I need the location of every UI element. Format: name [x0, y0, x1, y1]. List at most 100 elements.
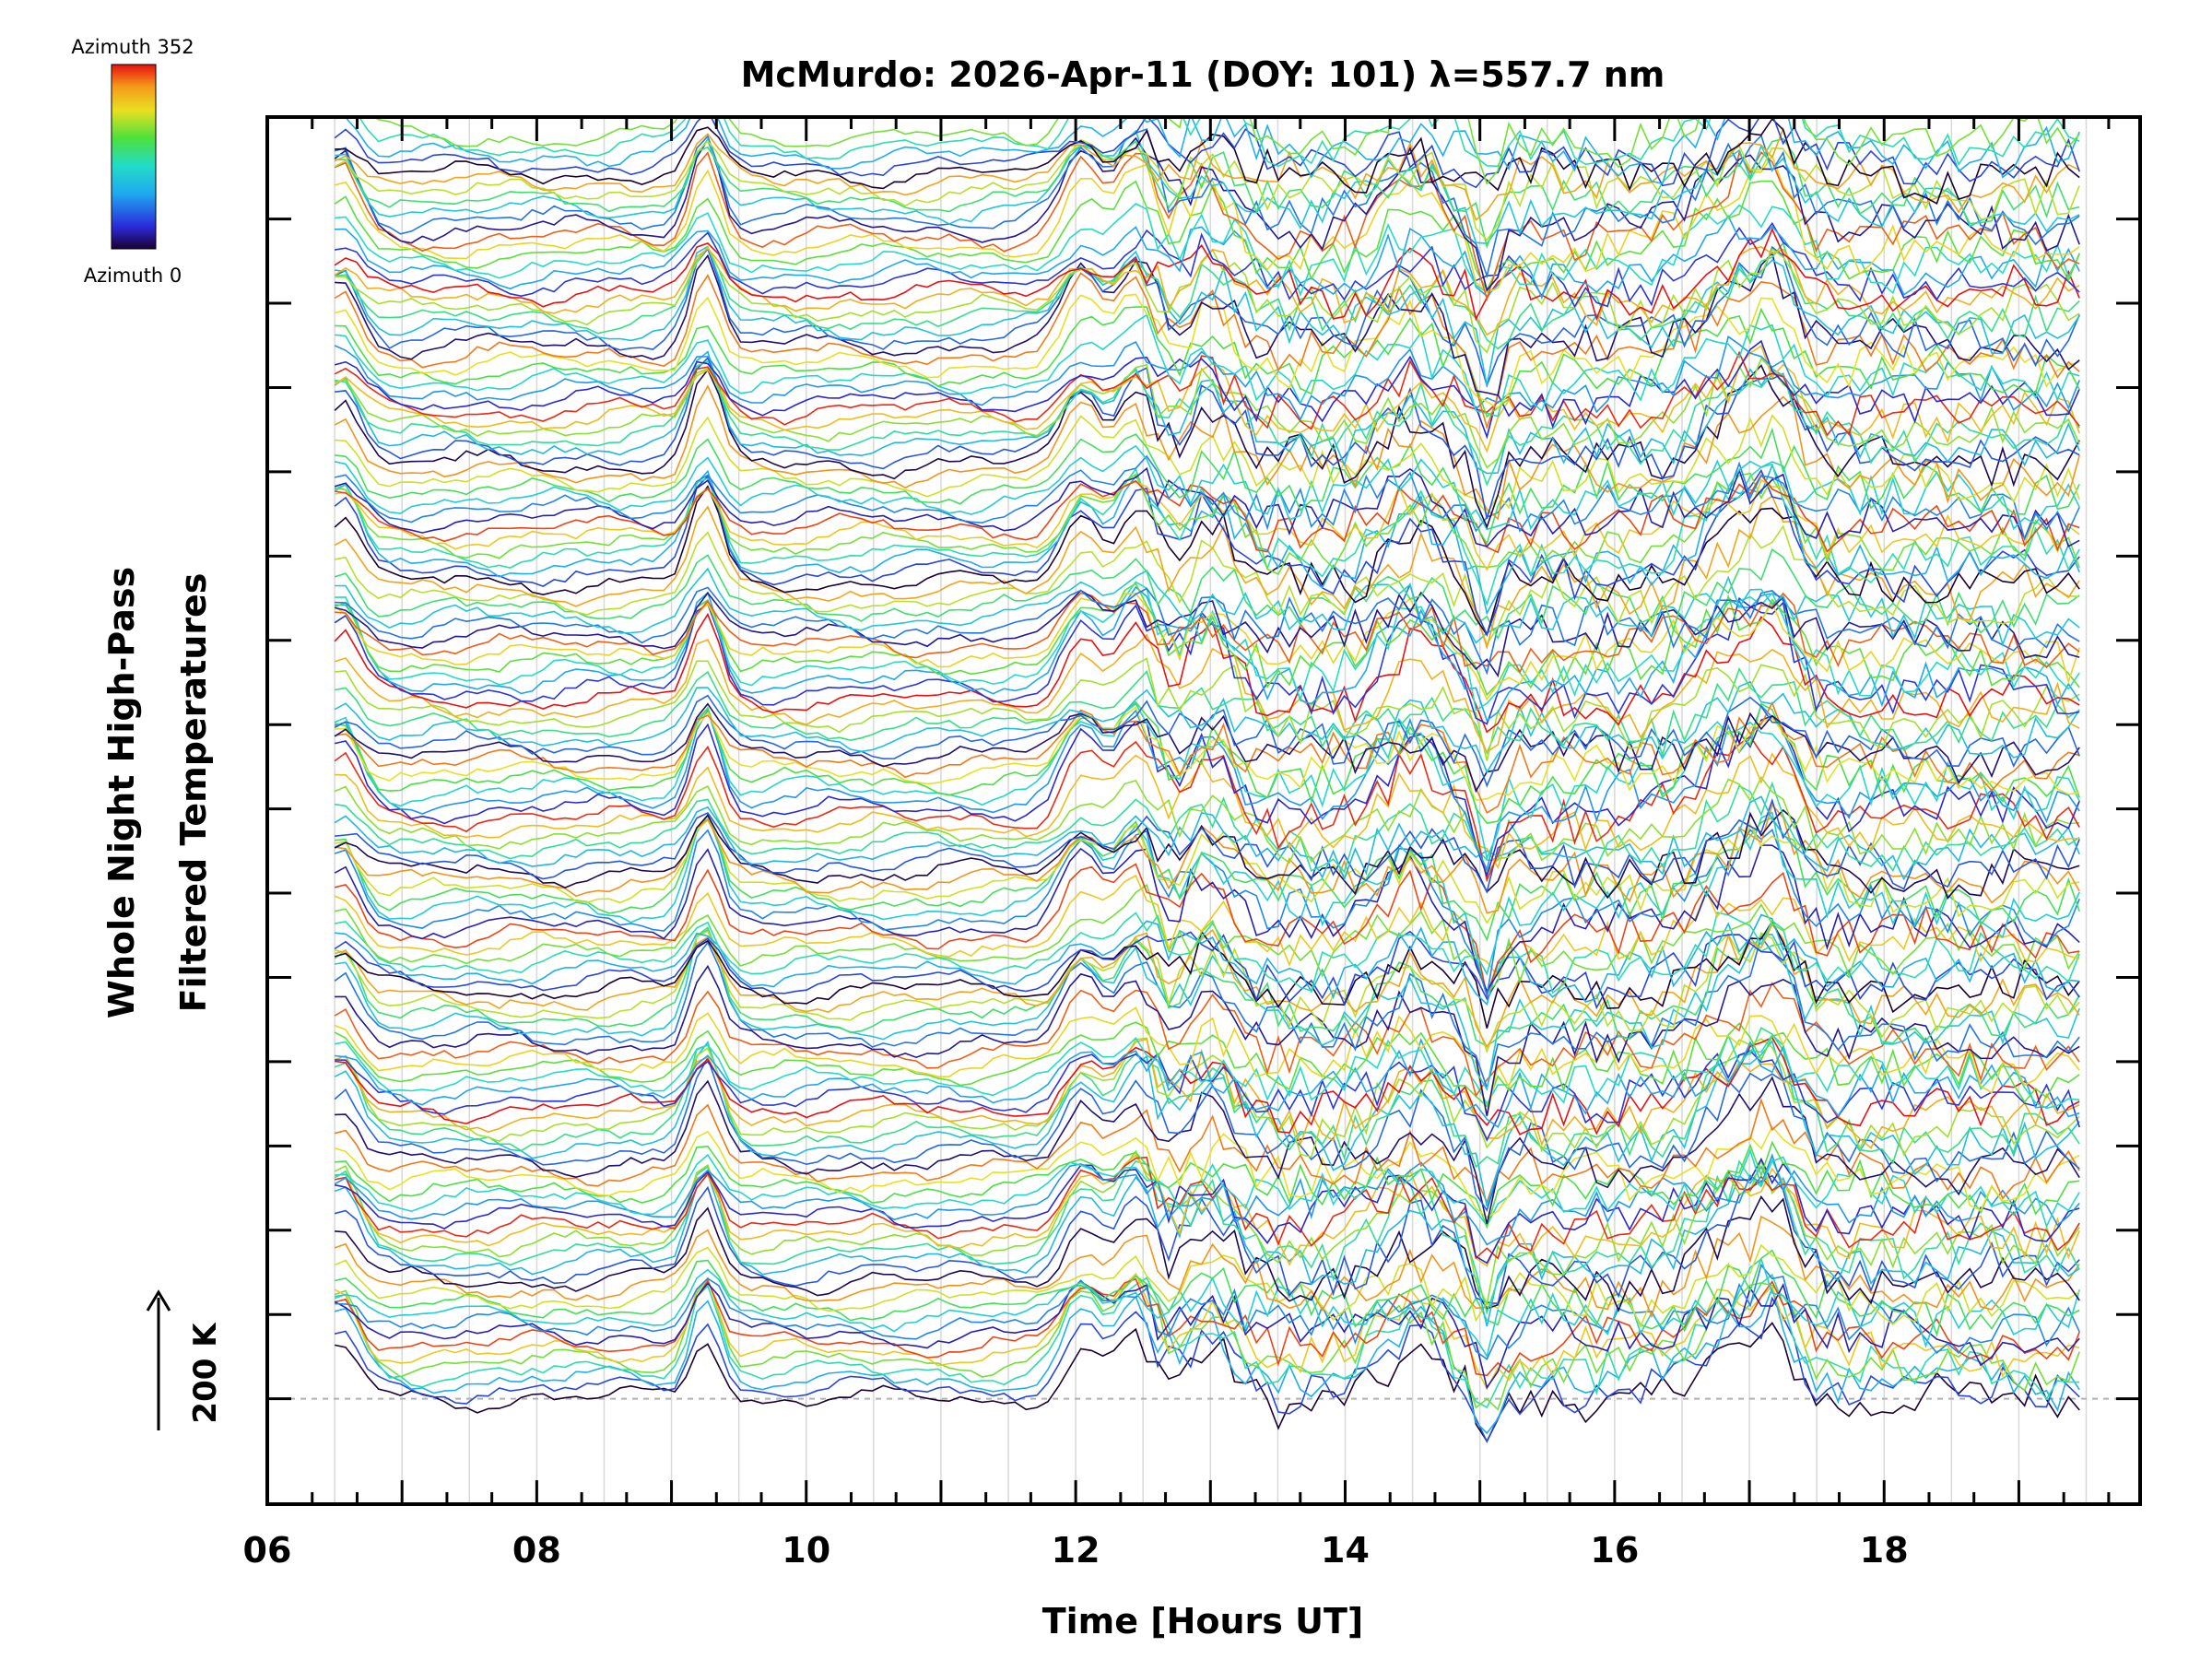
series-line: [335, 306, 2080, 418]
series-line: [334, 633, 2080, 754]
series-line: [335, 913, 2080, 1006]
series-line: [334, 700, 2080, 814]
series-line: [334, 694, 2080, 788]
series-line: [334, 1037, 2080, 1159]
series-line: [334, 335, 2080, 421]
series-line: [335, 1154, 2080, 1267]
series-line: [335, 567, 2080, 647]
series-line: [335, 214, 2080, 300]
series-line: [334, 444, 2080, 531]
series-line: [334, 1006, 2080, 1117]
series-line: [334, 935, 2080, 1090]
series-line: [334, 1296, 2080, 1443]
series-line: [334, 468, 2080, 637]
series-line: [334, 863, 2080, 999]
series-line: [334, 593, 2080, 701]
series-line: [335, 585, 2080, 723]
x-tick-label: 08: [512, 1530, 561, 1571]
plot-frame: [265, 115, 2142, 1506]
series-line: [334, 811, 2080, 976]
series-line: [334, 1257, 2080, 1359]
series-line: [334, 1249, 2080, 1337]
colorbar-bottom-label: Azimuth 0: [84, 265, 182, 287]
series-line: [334, 1157, 2080, 1265]
series-line: [334, 154, 2080, 294]
series-line: [334, 150, 2080, 302]
series-line: [334, 1153, 2080, 1246]
series-line: [334, 136, 2080, 292]
series-line: [335, 241, 2080, 350]
series-line: [334, 1098, 2080, 1205]
series-line: [334, 227, 2080, 322]
series-line: [334, 1286, 2080, 1435]
series-line: [334, 883, 2080, 994]
colorbar: Azimuth 352 Azimuth 0: [71, 36, 194, 287]
series-line: [335, 1140, 2080, 1230]
chart-title: McMurdo: 2026-Apr-11 (DOY: 101) λ=557.7 …: [741, 54, 1665, 95]
series-line: [334, 1055, 2080, 1212]
series-line: [334, 1322, 2080, 1443]
series-line: [334, 547, 2080, 641]
series-line: [335, 752, 2080, 870]
series-line: [334, 494, 2080, 651]
series-line: [334, 427, 2080, 546]
series-line: [334, 781, 2080, 874]
x-tick-label: 06: [243, 1530, 292, 1571]
series-line: [334, 1149, 2080, 1307]
x-tick-label: 18: [1860, 1530, 1909, 1571]
y-axis-title-line-2: Filtered Temperatures: [173, 573, 214, 1013]
series-line: [335, 706, 2080, 801]
series-line: [335, 657, 2080, 761]
series-line: [334, 117, 2080, 189]
colorbar-gradient: [111, 64, 157, 250]
series-line: [334, 1033, 2080, 1110]
series-line: [334, 1040, 2080, 1207]
series-line: [334, 364, 2080, 530]
series-line: [334, 1156, 2080, 1260]
series-line: [334, 803, 2080, 914]
series-line: [335, 203, 2080, 298]
series-line: [334, 1243, 2080, 1329]
y-ticks: [267, 218, 2140, 1401]
series-line: [334, 874, 2080, 978]
series-line: [335, 1194, 2080, 1312]
series-line: [334, 775, 2080, 876]
series-line: [335, 592, 2080, 674]
series-line: [334, 454, 2080, 542]
series-line: [334, 128, 2080, 279]
series-line: [335, 313, 2080, 418]
series-line: [334, 844, 2080, 993]
x-ticks: 06 08 10 12 14 16 18: [243, 117, 2111, 1571]
scale-indicator: 200 K: [146, 1289, 224, 1430]
series-line: [335, 797, 2080, 894]
series-line: [334, 1174, 2080, 1305]
series-line: [335, 117, 2080, 185]
x-tick-label: 16: [1590, 1530, 1639, 1571]
colorbar-top-label: Azimuth 352: [71, 36, 194, 58]
series-line: [334, 1124, 2080, 1218]
series-line: [335, 414, 2080, 516]
series-line: [334, 735, 2080, 883]
series-line: [334, 1272, 2080, 1391]
series-line: [334, 524, 2080, 647]
series-line: [335, 129, 2080, 245]
series-line: [334, 795, 2080, 881]
series-line: [334, 928, 2080, 1092]
series-group: [334, 117, 2080, 1443]
series-line: [334, 1215, 2080, 1319]
x-tick-label: 12: [1052, 1530, 1100, 1571]
grid: [334, 117, 2088, 1504]
x-tick-label: 10: [782, 1530, 830, 1571]
scale-arrow-head-icon: [146, 1289, 171, 1312]
series-line: [334, 589, 2080, 678]
series-line: [334, 293, 2080, 410]
y-axis-title: Whole Night High-Pass Filtered Temperatu…: [101, 567, 214, 1018]
series-line: [334, 912, 2080, 996]
series-line: [334, 703, 2080, 873]
series-line: [334, 1273, 2080, 1409]
series-line: [334, 359, 2080, 487]
series-line: [335, 1148, 2080, 1229]
x-axis-title: Time [Hours UT]: [1042, 1601, 1364, 1641]
x-tick-label: 14: [1321, 1530, 1370, 1571]
